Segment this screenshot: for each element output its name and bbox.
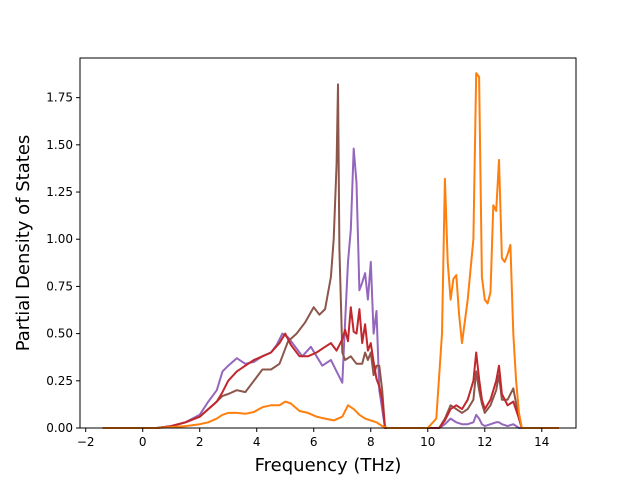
y-tick-label: 1.25 <box>46 185 73 199</box>
y-axis-ticks: 0.00 0.25 0.50 0.75 1.00 1.25 1.50 1.75 <box>46 91 80 435</box>
axes-frame <box>79 57 577 429</box>
y-tick-label: 1.00 <box>46 232 73 246</box>
x-tick-label: 8 <box>367 435 375 449</box>
pdos-series-line-3 <box>102 306 559 429</box>
y-tick-label: 1.75 <box>46 91 73 105</box>
x-tick-label: 2 <box>196 435 204 449</box>
y-tick-label: 1.50 <box>46 138 73 152</box>
x-axis-label: Frequency (THz) <box>255 455 402 476</box>
y-tick-label: 0.50 <box>46 327 73 341</box>
y-tick-label: 0.75 <box>46 279 73 293</box>
x-tick-label: 4 <box>253 435 261 449</box>
x-tick-label: −2 <box>77 435 95 449</box>
x-tick-label: 12 <box>477 435 492 449</box>
y-axis-label: Partial Density of States <box>13 135 34 352</box>
x-tick-label: 10 <box>420 435 435 449</box>
x-tick-label: 0 <box>139 435 147 449</box>
x-tick-label: 14 <box>534 435 549 449</box>
pdos-series-line-1 <box>102 147 559 429</box>
y-tick-label: 0.25 <box>46 374 73 388</box>
x-axis-ticks: −2 0 2 4 6 8 10 12 14 <box>77 428 549 449</box>
x-tick-label: 6 <box>310 435 318 449</box>
y-tick-label: 0.00 <box>46 421 73 435</box>
